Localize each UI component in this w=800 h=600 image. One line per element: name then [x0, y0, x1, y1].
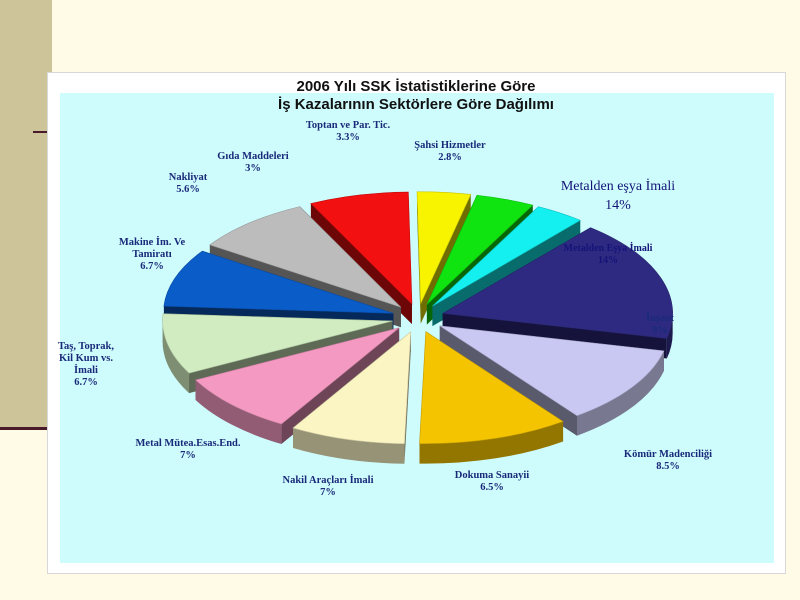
pie-slice-top	[416, 191, 472, 304]
slice-label: Metalden Eşya İmali 14%	[564, 242, 653, 266]
callout-value: 14%	[605, 198, 631, 213]
side-decoration-panel	[0, 0, 52, 428]
slice-label: Şahsi Hizmetler 2.8%	[414, 140, 486, 163]
slice-label: İnşaat 9%	[646, 312, 675, 336]
pie-slice-wall	[195, 379, 282, 445]
pie-slice-wall	[666, 313, 673, 359]
slice-label: Gıda Maddeleri 3%	[217, 151, 289, 174]
pie-slice-top	[441, 227, 673, 339]
pie-slice	[292, 331, 412, 464]
chart-title-line-1: 2006 Yılı SSK İstatistiklerine Göre	[296, 78, 535, 95]
pie-slice-wall	[419, 421, 564, 464]
pie-slice-top	[163, 250, 394, 314]
pie-slice-wall	[293, 427, 405, 464]
pie-slice-top	[310, 191, 413, 305]
slice-label: Nakliyat 5.6%	[169, 172, 208, 195]
slice-label: Toptan ve Par. Tic. 3.3%	[306, 120, 391, 143]
pie-slice-top	[419, 331, 564, 444]
pie-slice	[419, 331, 564, 464]
pie-labels: Metalden Eşya İmali 14% İnşaat 9% Kömür Made…	[58, 120, 712, 498]
pie-slice-top	[209, 206, 402, 308]
slice-label: Nakil Araçları İmali 7%	[283, 474, 374, 498]
pie-chart: 2006 Yılı SSK İstatistiklerine Göre İş K…	[58, 78, 774, 563]
slice-label: Metal Mütea.Esas.End. 7%	[136, 438, 241, 461]
slice-label: Dokuma Sanayii 6.5%	[455, 470, 529, 493]
pie-slice-top	[194, 327, 400, 425]
pie-slice-top	[162, 313, 393, 374]
pie-slice-top	[432, 206, 581, 307]
chart-title-line-2: İş Kazalarının Sektörlere Göre Dağılımı	[278, 96, 554, 113]
pie-slice-wall	[162, 320, 190, 394]
slice-label: Taş, Toprak, Kil Kum vs. İmali 6.7%	[58, 341, 114, 388]
pie-slice-top	[292, 331, 412, 444]
decorative-rule-bottom	[0, 427, 52, 430]
pie-slice-top	[439, 325, 665, 417]
chart-frame: 2006 Yılı SSK İstatistiklerine Göre İş K…	[47, 72, 786, 574]
pie-slices	[162, 191, 673, 464]
pie-slice-top	[426, 194, 534, 305]
slice-label: Kömür Madenciliği 8.5%	[624, 449, 712, 472]
callout-name: Metalden eşya İmali	[560, 179, 676, 194]
highlight-callout: Metalden eşya İmali 14%	[528, 177, 708, 215]
decorative-rule-top	[33, 131, 53, 133]
pie-slice-wall	[576, 350, 664, 436]
slice-label: Makine İm. Ve Tamiratı 6.7%	[119, 236, 186, 272]
